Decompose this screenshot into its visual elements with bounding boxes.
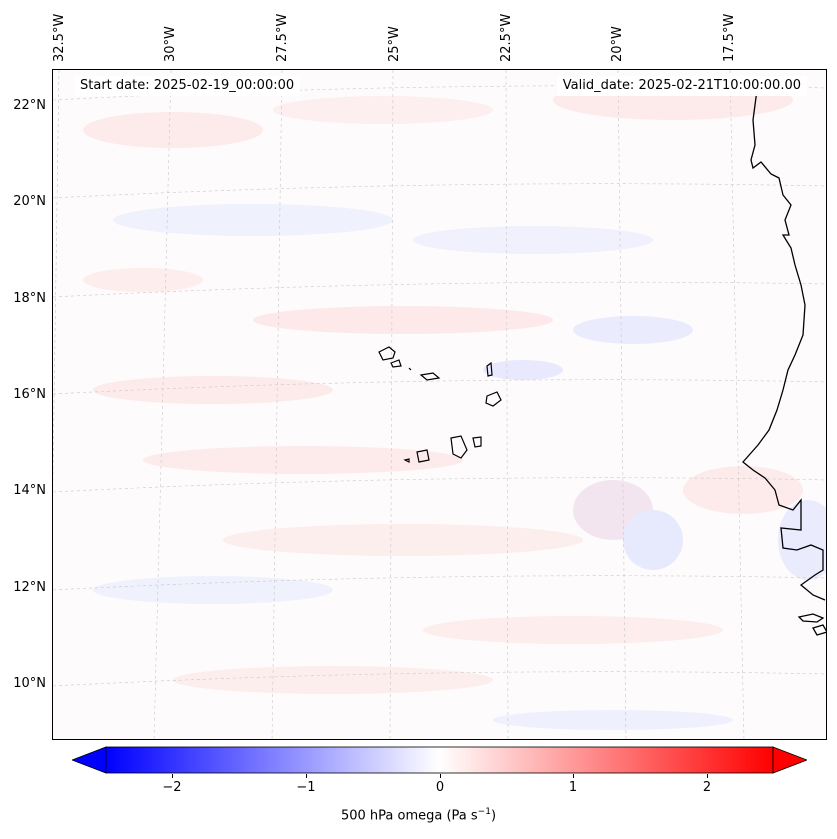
map-panel[interactable]	[52, 69, 827, 740]
lon-label-20w: 20°W	[610, 26, 625, 62]
lon-label-17.5w: 17.5°W	[722, 13, 737, 62]
cb-tickmark	[573, 774, 574, 778]
cb-tickmark	[306, 774, 307, 778]
colorbar-extend-low	[72, 746, 107, 774]
colorbar	[72, 746, 807, 774]
lon-label-27.5w: 27.5°W	[275, 13, 290, 62]
colorbar-title: 500 hPa omega (Pa s−1)	[0, 807, 837, 823]
valid-date-label: Valid_date: 2025-02-21T10:00:00.00	[556, 76, 807, 96]
africa-coastline	[742, 89, 826, 601]
cb-tickmark	[440, 774, 441, 778]
cb-tickmark	[172, 774, 173, 778]
lat-label-22n: 22°N	[13, 98, 46, 113]
lat-label-12n: 12°N	[13, 580, 46, 595]
cb-tick-label: 0	[435, 780, 445, 795]
colorbar-title-prefix: 500 hPa omega (Pa s	[340, 808, 478, 824]
map-canvas	[53, 70, 826, 739]
lat-label-10n: 10°N	[13, 676, 46, 691]
cb-tick-label: 1	[568, 780, 578, 795]
colorbar-extend-high	[772, 746, 807, 774]
cb-tickmark	[707, 774, 708, 778]
lon-label-22.5w: 22.5°W	[499, 13, 514, 62]
cape-verde-islands	[378, 346, 502, 463]
cb-tick-label: −1	[296, 780, 316, 795]
omega-field	[53, 70, 826, 739]
lon-label-32.5w: 32.5°W	[52, 13, 67, 62]
lat-label-14n: 14°N	[13, 483, 46, 498]
lat-label-18n: 18°N	[13, 291, 46, 306]
colorbar-body	[105, 746, 774, 774]
lon-label-30w: 30°W	[163, 26, 178, 62]
colorbar-title-exponent: −1	[477, 807, 491, 817]
colorbar-title-suffix: )	[490, 808, 497, 824]
start-date-label: Start date: 2025-02-19_00:00:00	[74, 76, 301, 96]
lat-label-16n: 16°N	[13, 387, 46, 402]
lat-label-20n: 20°N	[13, 194, 46, 209]
cb-tick-label: 2	[702, 780, 712, 795]
lon-label-25w: 25°W	[387, 26, 402, 62]
cb-tick-label: −2	[162, 780, 182, 795]
coastlines	[742, 89, 826, 636]
